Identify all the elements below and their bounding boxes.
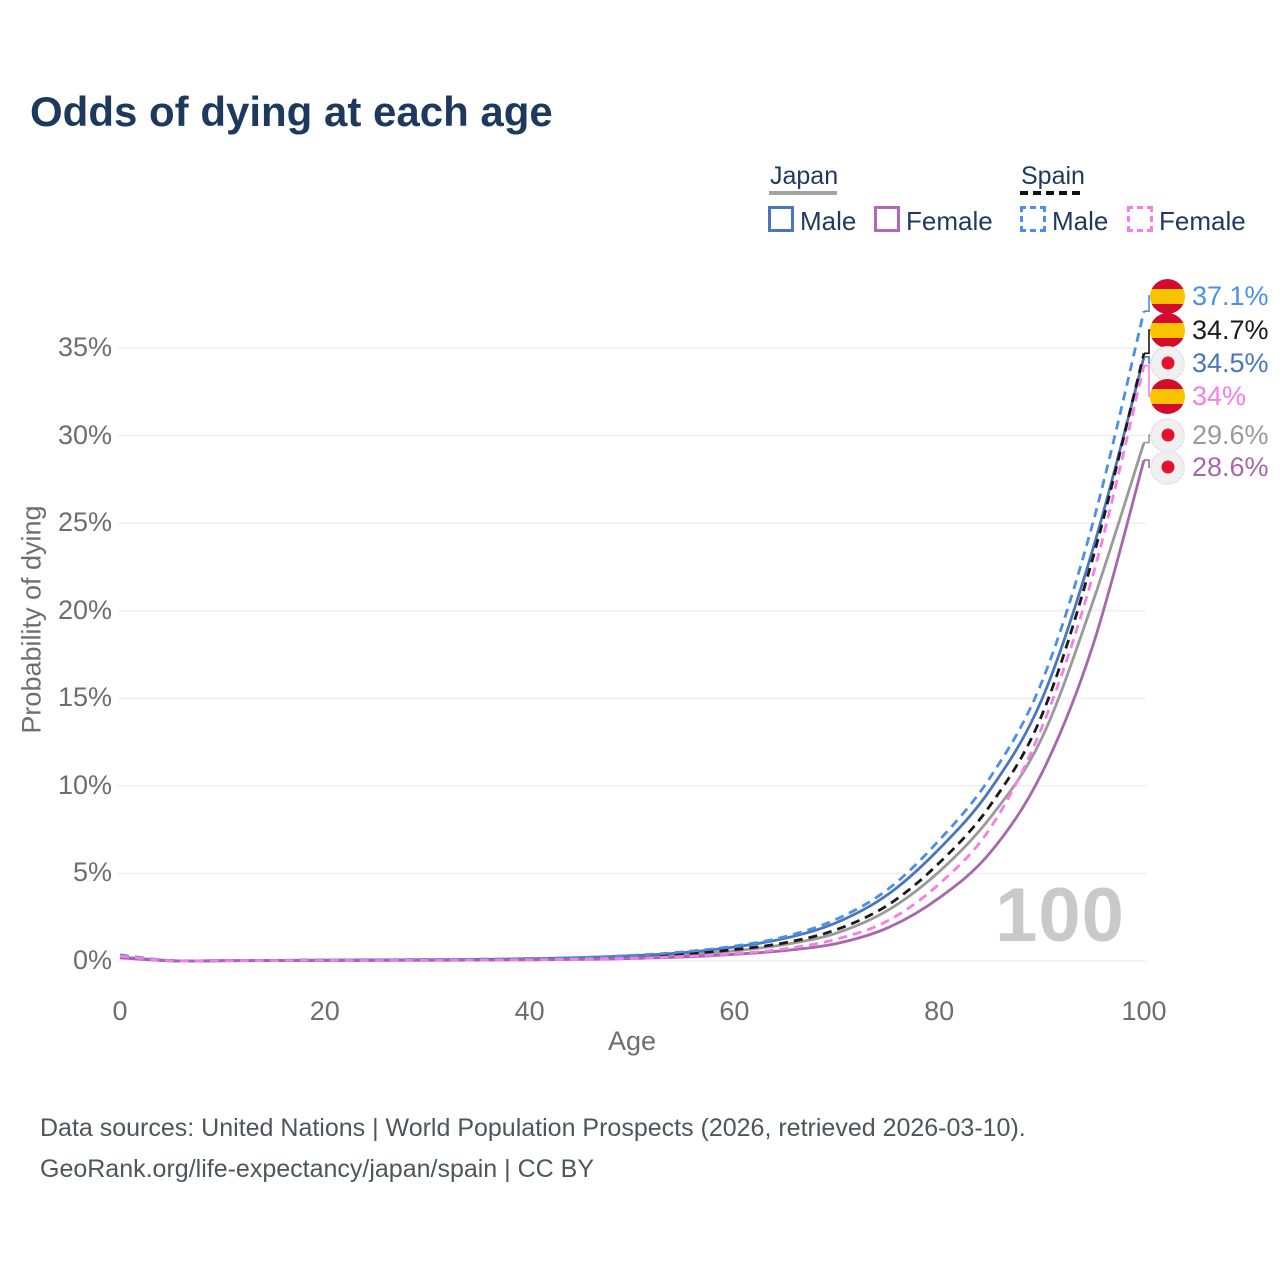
end-value-label: 34.5%: [1192, 347, 1269, 378]
line-spain-male: [119, 310, 1146, 963]
spain-flag-icon: [1150, 378, 1185, 414]
end-label-japan-male: 34.5%: [1150, 344, 1269, 382]
spain-flag-icon: [1150, 278, 1185, 314]
legend-japan-header[interactable]: Japan: [770, 162, 839, 190]
y-tick-5%: 5%: [72, 857, 112, 888]
y-tick-15%: 15%: [57, 682, 112, 713]
end-value-label: 34.7%: [1192, 314, 1269, 345]
y-tick-20%: 20%: [57, 594, 112, 625]
legend-japan-line-sample: [769, 191, 837, 195]
x-tick-60: 60: [719, 996, 750, 1026]
legend-japan-male-swatch[interactable]: [768, 206, 794, 232]
line-japan: [119, 442, 1146, 963]
end-label-spain-male: 37.1%: [1150, 277, 1269, 315]
footer-sources: Data sources: United Nations | World Pop…: [40, 1114, 1026, 1142]
y-tick-25%: 25%: [57, 507, 112, 538]
legend-spain-male-swatch[interactable]: [1020, 206, 1046, 232]
japan-flag-icon: [1150, 345, 1185, 381]
y-tick-10%: 10%: [57, 769, 112, 800]
footer-link: GeoRank.org/life-expectancy/japan/spain …: [40, 1155, 595, 1184]
line-japan-male: [119, 356, 1146, 963]
x-tick-0: 0: [112, 996, 128, 1026]
line-spain: [119, 352, 1146, 963]
line-spain-female: [119, 365, 1146, 963]
legend-spain-female-label[interactable]: Female: [1159, 206, 1246, 236]
end-label-spain: 34.7%: [1150, 311, 1269, 349]
legend-japan-female-swatch[interactable]: [874, 206, 900, 232]
footer: Data sources: United Nations | World Pop…: [40, 1108, 1026, 1191]
end-value-label: 37.1%: [1192, 280, 1269, 311]
y-tick-30%: 30%: [57, 419, 112, 450]
japan-flag-icon: [1150, 417, 1185, 453]
legend-japan-male-label[interactable]: Male: [800, 206, 857, 236]
legend-japan-female-label[interactable]: Female: [906, 206, 993, 236]
x-tick-80: 80: [924, 996, 955, 1026]
x-tick-40: 40: [514, 996, 545, 1026]
y-tick-0%: 0%: [72, 945, 112, 975]
watermark-age-100: 100: [995, 873, 1125, 958]
x-tick-100: 100: [1121, 996, 1167, 1026]
legend-spain-male-label[interactable]: Male: [1052, 206, 1109, 236]
end-value-label: 34%: [1192, 380, 1247, 411]
end-label-japan-female: 28.6%: [1150, 448, 1269, 486]
spain-flag-icon: [1150, 312, 1185, 348]
x-axis-title: Age: [607, 1026, 657, 1056]
line-japan-female: [119, 459, 1146, 963]
page-title: Odds of dying at each age: [30, 88, 553, 135]
japan-flag-icon: [1150, 449, 1185, 485]
end-value-label: 28.6%: [1192, 451, 1269, 482]
y-tick-35%: 35%: [57, 332, 112, 362]
x-tick-20: 20: [309, 996, 340, 1026]
legend-spain-line-sample: [1020, 191, 1082, 195]
legend-spain-header[interactable]: Spain: [1021, 162, 1085, 190]
end-label-japan: 29.6%: [1150, 416, 1269, 454]
end-value-label: 29.6%: [1192, 419, 1269, 450]
legend-spain-female-swatch[interactable]: [1127, 206, 1153, 232]
end-label-spain-female: 34%: [1150, 377, 1246, 415]
